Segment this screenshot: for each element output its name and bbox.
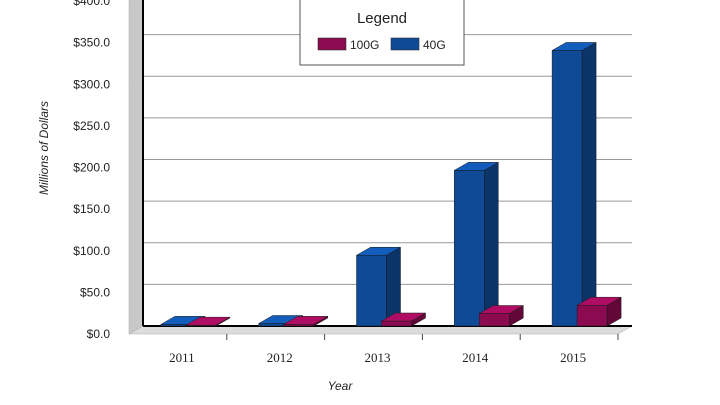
floor xyxy=(128,325,633,335)
bar-100g-2014 xyxy=(478,305,525,327)
x-axis-ticks: 2011 2012 2013 2014 2015 xyxy=(169,334,619,365)
x-tick-label: 2013 xyxy=(365,350,391,365)
y-axis-title: Millions of Dollars xyxy=(37,101,51,195)
legend-box xyxy=(299,0,465,66)
x-tick-label: 2014 xyxy=(462,350,489,365)
bar-100g-2013 xyxy=(380,312,427,327)
y-tick-label: $200.0 xyxy=(73,161,110,175)
bar-100g-2012 xyxy=(282,315,329,327)
y-tick-label: $100.0 xyxy=(73,244,110,258)
x-tick-label: 2015 xyxy=(560,350,586,365)
bar-40g-2013 xyxy=(355,246,402,327)
y-tick-label: $0.0 xyxy=(87,327,111,341)
x-tick-label: 2011 xyxy=(169,350,195,365)
legend-label-40g: 40G xyxy=(423,38,446,52)
legend-title: Legend xyxy=(357,10,407,27)
legend-swatch-100g xyxy=(317,37,347,51)
x-tick-label: 2012 xyxy=(267,350,293,365)
y-tick-label: $400.0 xyxy=(73,0,110,8)
left-wall xyxy=(128,0,144,335)
y-tick-label: $150.0 xyxy=(73,202,110,216)
legend: Legend 100G 40G xyxy=(299,0,465,66)
bar-100g-2015 xyxy=(576,296,623,327)
bar-40g-2014 xyxy=(453,161,500,327)
bar-40g-2015 xyxy=(551,42,598,327)
y-axis-ticks: $0.0 $50.0 $100.0 $150.0 $200.0 $250.0 $300.0 $… xyxy=(73,0,110,341)
bars xyxy=(159,42,623,327)
y-tick-label: $300.0 xyxy=(73,77,110,91)
bar-100g-2011 xyxy=(184,316,231,327)
y-tick-label: $350.0 xyxy=(73,36,110,50)
legend-swatch-40g xyxy=(390,37,420,51)
legend-label-100g: 100G xyxy=(350,38,379,52)
chart-walls xyxy=(128,0,633,335)
y-tick-label: $250.0 xyxy=(73,119,110,133)
x-axis-title: Year xyxy=(328,379,354,393)
y-tick-label: $50.0 xyxy=(80,285,110,299)
